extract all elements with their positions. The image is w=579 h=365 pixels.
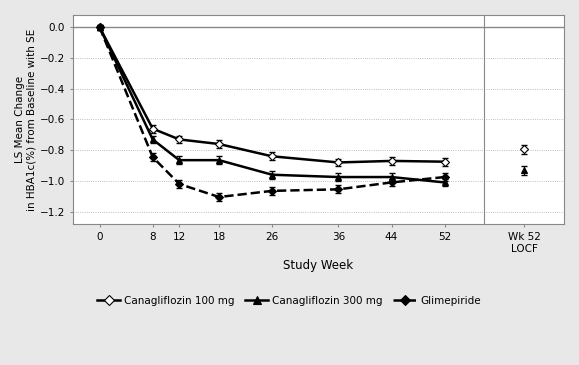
Canagliflozin 300 mg xyxy=(335,175,342,179)
Canagliflozin 300 mg xyxy=(176,158,183,162)
Glimepiride xyxy=(149,155,156,159)
Canagliflozin 100 mg xyxy=(176,137,183,142)
Line: Glimepiride: Glimepiride xyxy=(97,24,448,200)
Glimepiride xyxy=(441,175,448,179)
Canagliflozin 300 mg xyxy=(388,175,395,179)
Legend: Canagliflozin 100 mg, Canagliflozin 300 mg, Glimepiride: Canagliflozin 100 mg, Canagliflozin 300 … xyxy=(93,292,485,310)
Canagliflozin 100 mg xyxy=(149,127,156,131)
Canagliflozin 100 mg xyxy=(335,160,342,165)
Glimepiride xyxy=(335,187,342,192)
Canagliflozin 300 mg xyxy=(269,173,276,177)
Y-axis label: LS Mean Change
in HBA1c(%) from Baseline with SE: LS Mean Change in HBA1c(%) from Baseline… xyxy=(15,28,36,211)
Canagliflozin 100 mg xyxy=(388,159,395,163)
Canagliflozin 100 mg xyxy=(269,154,276,158)
Canagliflozin 300 mg xyxy=(149,137,156,142)
Line: Canagliflozin 300 mg: Canagliflozin 300 mg xyxy=(96,24,448,186)
X-axis label: Study Week: Study Week xyxy=(284,260,354,272)
Line: Canagliflozin 100 mg: Canagliflozin 100 mg xyxy=(97,24,448,165)
Canagliflozin 100 mg xyxy=(441,160,448,164)
Glimepiride xyxy=(215,195,222,199)
Glimepiride xyxy=(269,189,276,193)
Canagliflozin 300 mg xyxy=(215,158,222,162)
Canagliflozin 100 mg xyxy=(96,25,103,30)
Canagliflozin 100 mg xyxy=(215,142,222,146)
Glimepiride xyxy=(176,182,183,186)
Canagliflozin 300 mg xyxy=(96,25,103,30)
Glimepiride xyxy=(96,25,103,30)
Glimepiride xyxy=(388,180,395,185)
Canagliflozin 300 mg xyxy=(441,180,448,185)
